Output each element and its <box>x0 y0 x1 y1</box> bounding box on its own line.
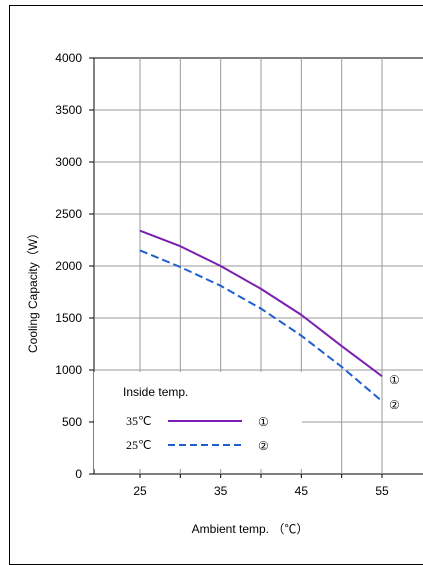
x-tick-label: 55 <box>375 484 389 498</box>
y-tick-label: 0 <box>75 467 82 481</box>
x-tick-label: 35 <box>214 484 228 498</box>
y-tick-label: 500 <box>62 415 82 429</box>
y-tick-label: 3000 <box>55 155 82 169</box>
x-axis-label: Ambient temp. （℃） <box>192 522 309 536</box>
x-tick-label: 25 <box>133 484 147 498</box>
y-tick-label: 1500 <box>55 311 82 325</box>
legend: Inside temp. 35℃ ① 25℃ ② <box>94 372 302 469</box>
series-end-marker-2: ② <box>389 398 400 412</box>
legend-marker-1: ① <box>258 415 269 429</box>
x-tick-labels: 25 35 45 55 <box>133 484 389 498</box>
y-axis-label: Cooling Capacity（W） <box>26 227 40 353</box>
series-end-marker-1: ① <box>389 373 400 387</box>
series-lines <box>139 229 383 402</box>
series-line-1 <box>139 229 383 378</box>
y-tick-label: 2500 <box>55 207 82 221</box>
legend-marker-2: ② <box>258 439 269 453</box>
y-tick-label: 3500 <box>55 103 82 117</box>
series-line-2 <box>139 249 383 402</box>
series-end-markers: ①② <box>389 373 400 412</box>
y-tick-label: 4000 <box>55 51 82 65</box>
y-tick-label: 2000 <box>55 259 82 273</box>
legend-title: Inside temp. <box>123 385 188 399</box>
chart-frame <box>9 5 423 565</box>
y-tick-labels: 0 500 1000 1500 2000 2500 3000 3500 4000 <box>55 51 82 481</box>
legend-label-35: 35℃ <box>126 414 151 428</box>
y-tick-label: 1000 <box>55 363 82 377</box>
x-tick-label: 45 <box>295 484 309 498</box>
legend-label-25: 25℃ <box>126 438 151 452</box>
